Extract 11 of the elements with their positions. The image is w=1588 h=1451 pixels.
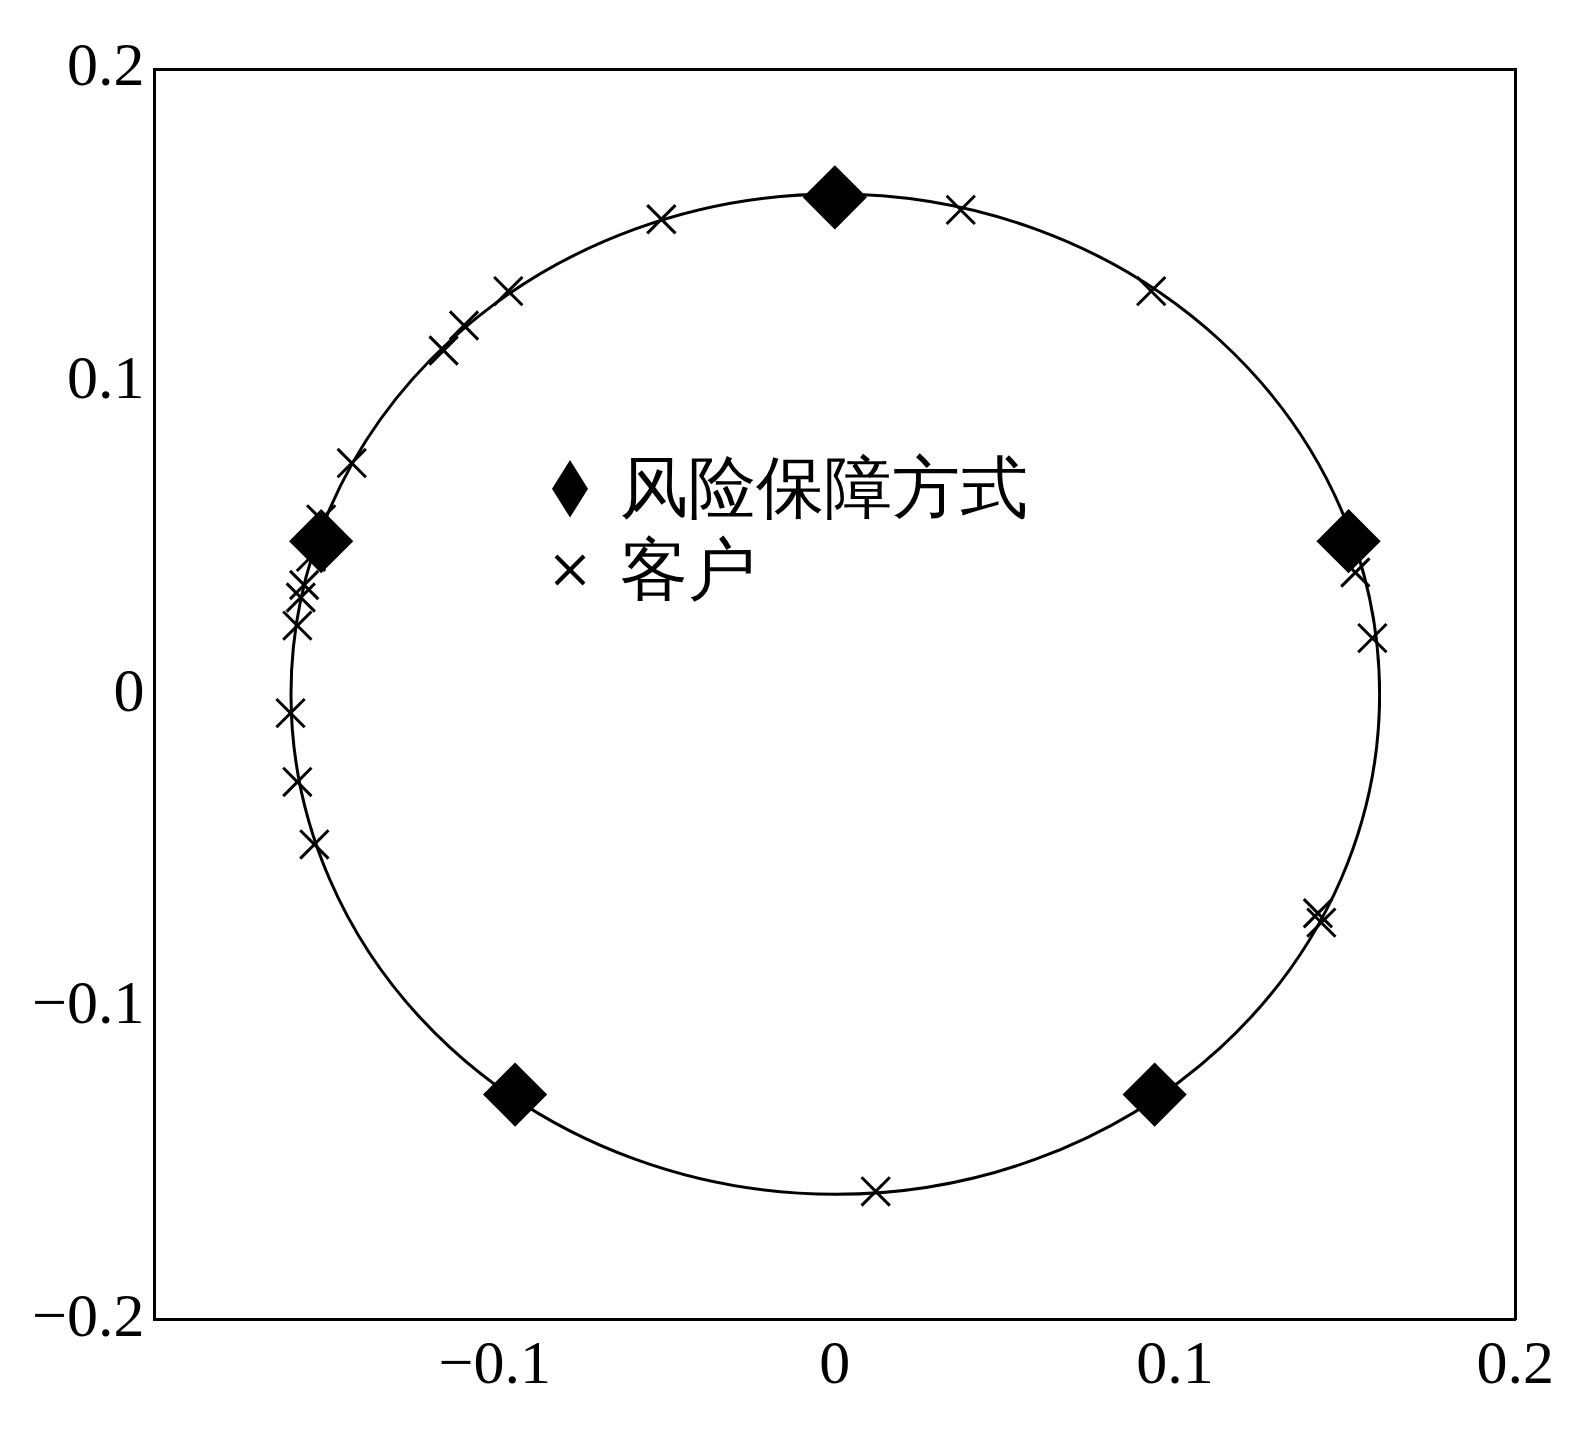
x-tick-label: −0.1 (438, 1328, 551, 1397)
y-tick-label: 0 (113, 655, 145, 724)
y-tick-label: −0.2 (32, 1280, 145, 1349)
x-tick-label: 0 (819, 1328, 851, 1397)
x-tick-label: 0.2 (1476, 1328, 1554, 1397)
legend-label: 风险保障方式 (620, 449, 1028, 528)
y-tick-label: 0.1 (66, 343, 145, 412)
x-tick-label: 0.1 (1136, 1328, 1214, 1397)
y-tick-label: −0.1 (32, 968, 145, 1037)
y-tick-label: 0.2 (66, 30, 145, 99)
legend-label: 客户 (620, 530, 756, 610)
